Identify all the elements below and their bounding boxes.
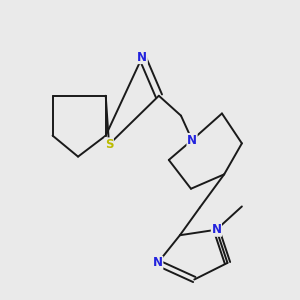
Text: N: N xyxy=(212,223,221,236)
Text: N: N xyxy=(153,256,163,269)
Text: N: N xyxy=(137,50,147,64)
Text: S: S xyxy=(105,138,113,151)
Text: N: N xyxy=(187,134,197,146)
